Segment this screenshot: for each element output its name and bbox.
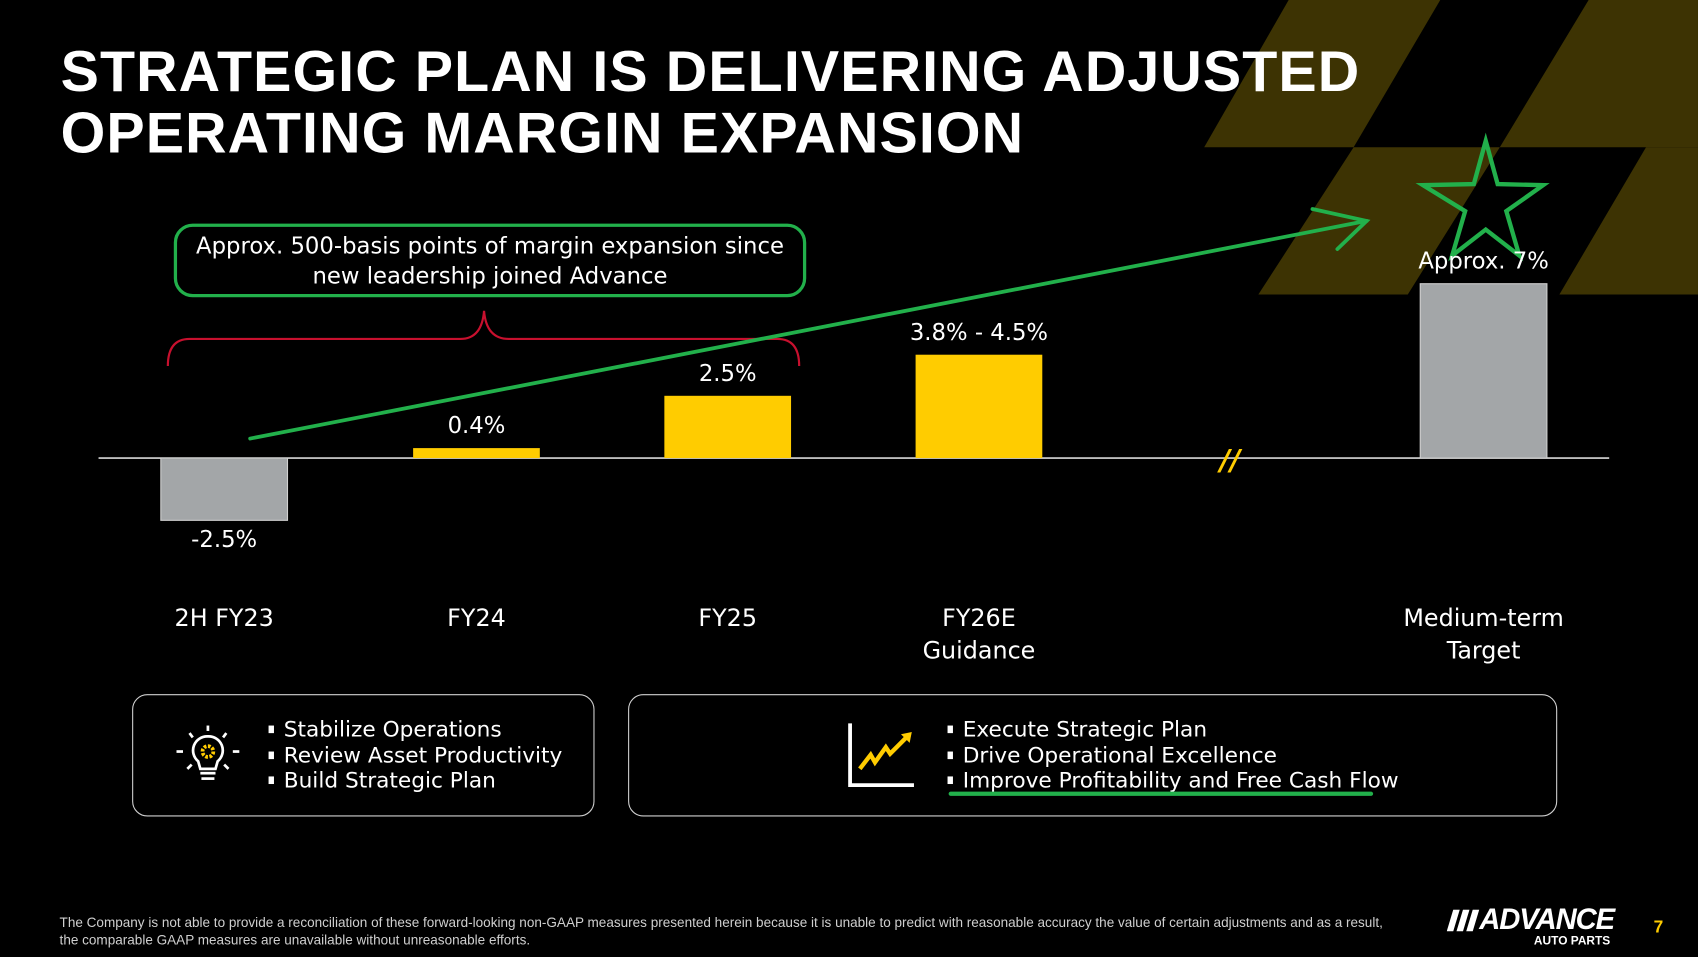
title-line-2: OPERATING MARGIN EXPANSION — [60, 101, 1025, 166]
category-label-line: Medium-term — [1403, 605, 1564, 633]
checkered-stripes-icon — [1446, 909, 1480, 932]
category-label-line: Target — [1446, 637, 1521, 665]
lightbulb-gear-icon — [176, 725, 240, 780]
title-line-1: STRATEGIC PLAN IS DELIVERING ADJUSTED — [60, 40, 1361, 104]
category-label-line: FY25 — [698, 605, 757, 633]
category-label: FY25 — [698, 603, 757, 635]
disclaimer-footer: The Company is not able to provide a rec… — [59, 915, 1383, 947]
bar-2 — [664, 395, 792, 459]
phase-one-list: Stabilize Operations Review Asset Produc… — [269, 716, 563, 793]
category-label: FY26E Guidance — [923, 603, 1036, 668]
bar-3 — [915, 354, 1043, 459]
category-label: Medium-term Target — [1403, 603, 1563, 668]
list-item: Execute Strategic Plan — [948, 716, 1399, 742]
category-label-line: 2H FY23 — [174, 605, 274, 633]
category-label-line: Guidance — [922, 637, 1036, 665]
logo-subtitle: AUTO PARTS — [1533, 934, 1611, 948]
axis-break-mark: // — [1217, 444, 1243, 477]
callout-line-2: new leadership joined Advance — [312, 263, 668, 290]
phase-two-box: Execute Strategic Plan Drive Operational… — [628, 694, 1558, 817]
data-label: -2.5% — [191, 525, 258, 552]
list-item: Build Strategic Plan — [269, 767, 563, 793]
trend-arrow — [248, 207, 1371, 441]
data-label: Approx. 7% — [1418, 247, 1549, 274]
data-label: 3.8% - 4.5% — [909, 318, 1049, 345]
callout-text: Approx. 500-basis points of margin expan… — [175, 225, 804, 295]
callout-outline — [173, 223, 807, 298]
callout-line-1: Approx. 500-basis points of margin expan… — [196, 232, 784, 259]
data-label: 0.4% — [447, 412, 506, 439]
logo-wordmark: ADVANCE — [1479, 903, 1615, 936]
list-item: Drive Operational Excellence — [948, 742, 1399, 767]
advance-logo: ADVANCE AUTO PARTS — [1446, 903, 1615, 950]
phase-one-box: Stabilize Operations Review Asset Produc… — [132, 694, 595, 817]
category-label: FY24 — [447, 603, 506, 635]
star-icon — [1415, 132, 1550, 262]
list-item: Stabilize Operations — [269, 716, 563, 742]
bar-4 — [1419, 283, 1548, 459]
list-item: Review Asset Productivity — [269, 742, 563, 767]
category-label: 2H FY23 — [175, 603, 274, 635]
red-brace — [166, 310, 801, 367]
category-label-line: FY24 — [447, 605, 506, 633]
category-label-line: FY26E — [942, 605, 1016, 633]
bar-1 — [413, 448, 540, 459]
bar-0 — [160, 457, 289, 521]
highlight-underline — [948, 791, 1374, 796]
page-title: STRATEGIC PLAN IS DELIVERING ADJUSTED OP… — [61, 41, 1361, 164]
list-item: Improve Profitability and Free Cash Flow — [948, 767, 1399, 793]
page-number: 7 — [1653, 918, 1664, 937]
phase-two-list: Execute Strategic Plan Drive Operational… — [948, 716, 1399, 793]
growth-chart-icon — [848, 723, 914, 787]
data-label: 2.5% — [698, 360, 757, 387]
